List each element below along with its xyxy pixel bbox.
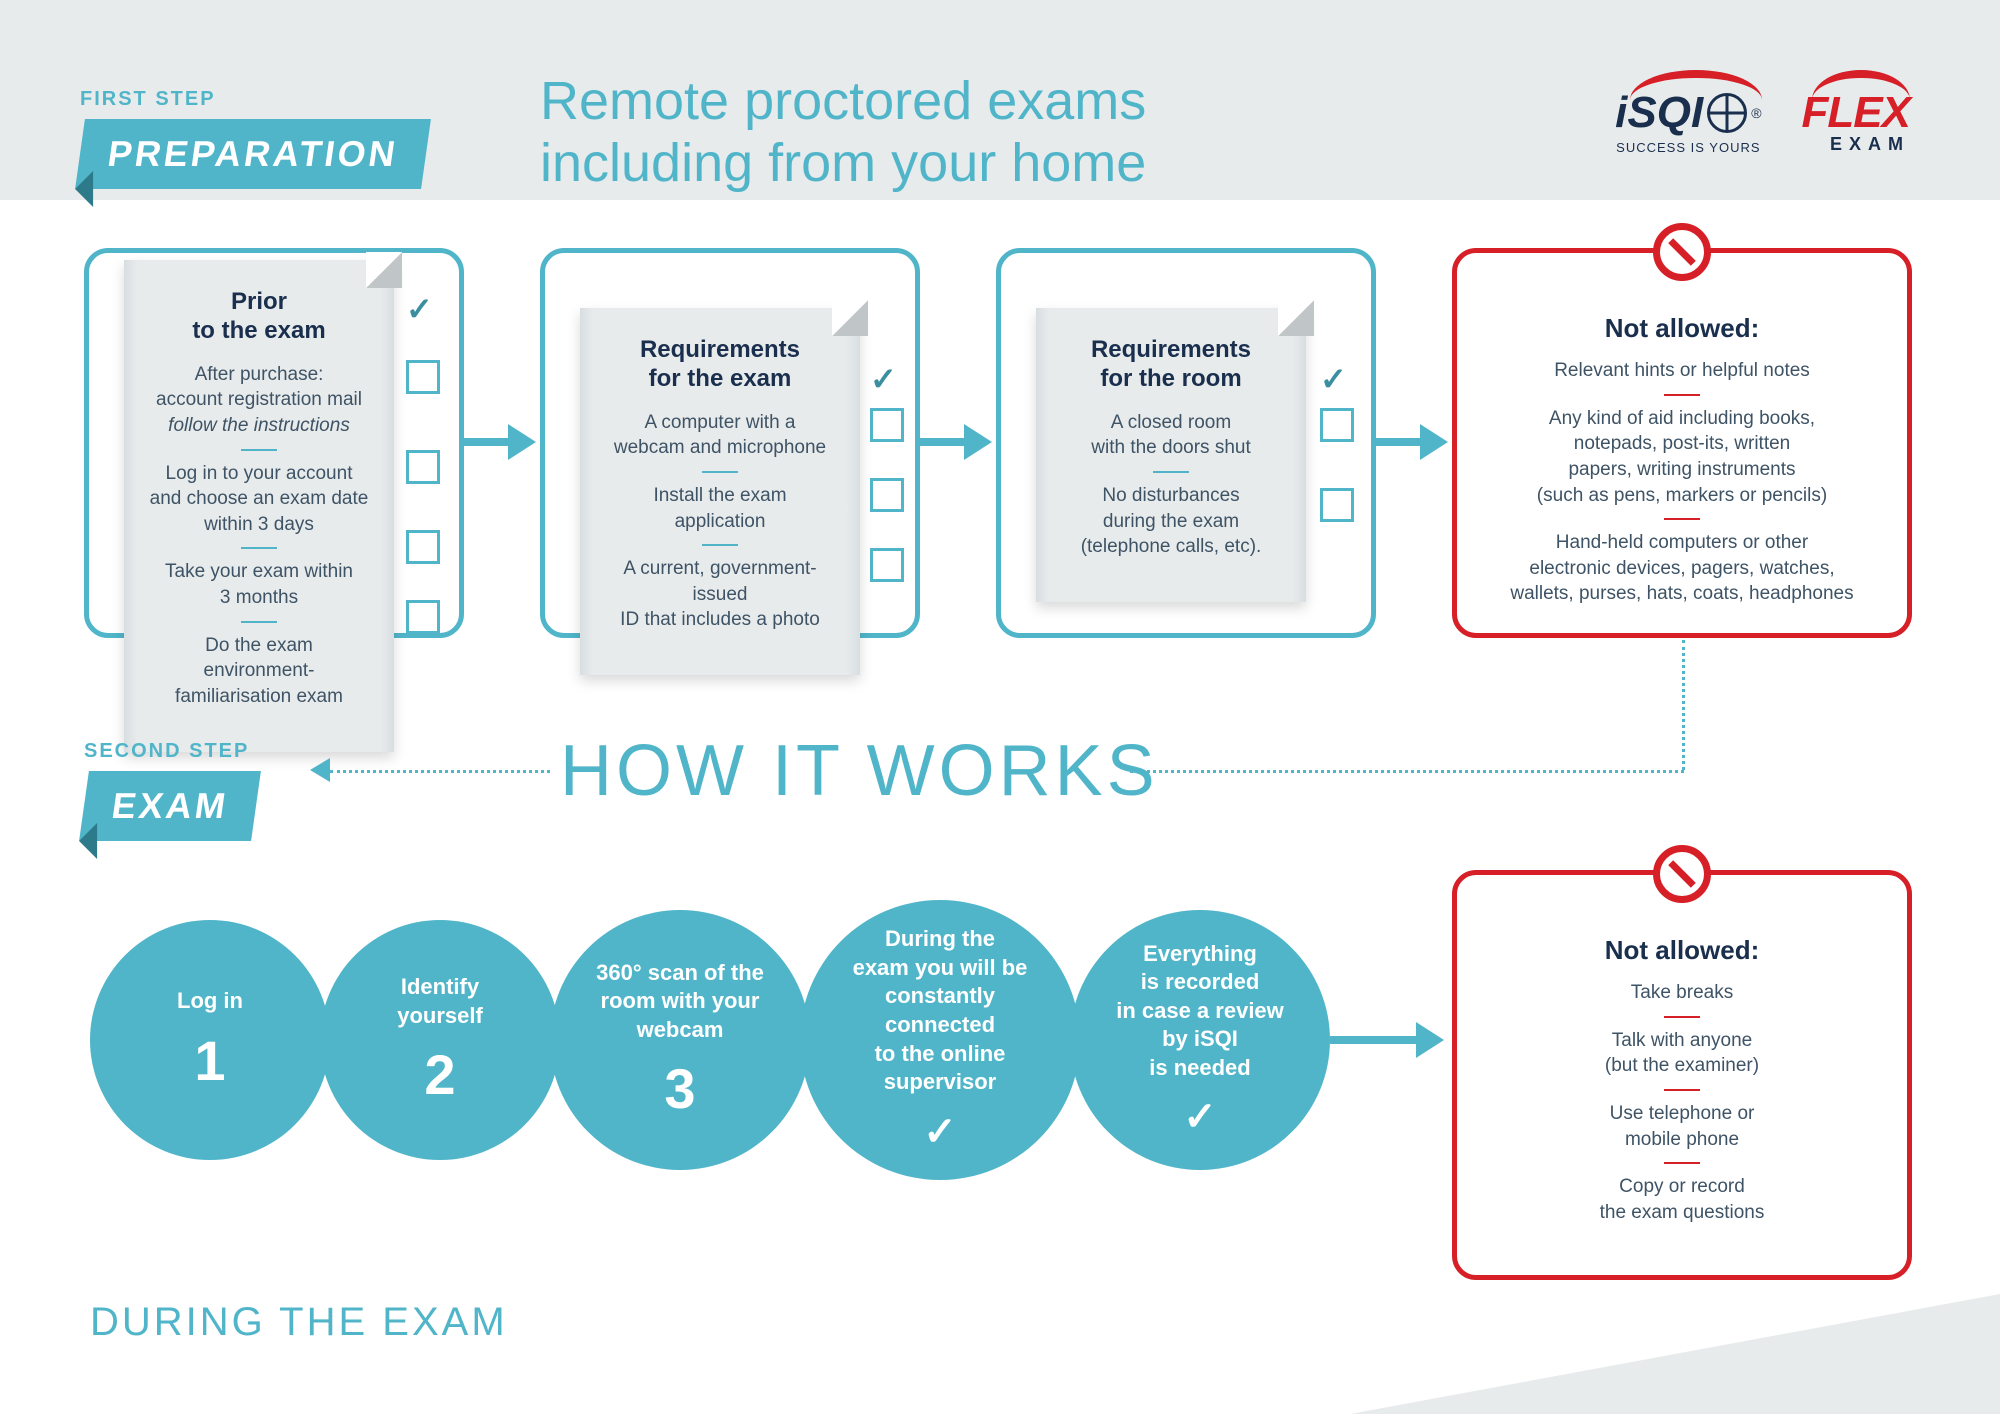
check-icon: ✓ (1183, 1094, 1217, 1140)
na2-p4: Copy or recordthe exam questions (1489, 1174, 1875, 1225)
divider (702, 544, 738, 546)
check-icon: ✓ (1320, 360, 1347, 398)
step-circle-2: Identifyyourself 2 (320, 920, 560, 1160)
card1-p2: Log in to your accountand choose an exam… (148, 461, 370, 538)
dotted-connector (1130, 770, 1684, 773)
na2-p1: Take breaks (1489, 980, 1875, 1006)
check-icon: ✓ (923, 1109, 957, 1155)
arrow-connector (464, 438, 512, 446)
prohibit-icon (1653, 223, 1711, 281)
card2-p2: Install the examapplication (604, 483, 836, 534)
ribbon-sup: FIRST STEP (80, 88, 426, 111)
c4-text: During theexam you will beconstantly con… (830, 925, 1050, 1097)
during-label: DURING THE EXAM (90, 1300, 508, 1345)
card-prior: Priorto the exam After purchase:account … (124, 260, 394, 752)
card-req-exam: Requirementsfor the exam A computer with… (580, 308, 860, 675)
card1-p1: After purchase:account registration mail… (148, 362, 370, 439)
ribbon-main: EXAM (79, 771, 261, 841)
checkbox (406, 600, 440, 634)
c3-text: 360° scan of theroom with yourwebcam (596, 959, 764, 1045)
card2-p1: A computer with awebcam and microphone (604, 410, 836, 461)
na2-p2: Talk with anyone(but the examiner) (1489, 1028, 1875, 1079)
na1-p2: Any kind of aid including books,notepads… (1489, 406, 1875, 509)
ribbon-main: PREPARATION (75, 119, 431, 189)
title-line-1: Remote proctored exams (540, 71, 1146, 131)
divider (241, 449, 277, 451)
step-circle-5: Everythingis recordedin case a reviewby … (1070, 910, 1330, 1170)
na1-p3: Hand-held computers or otherelectronic d… (1489, 530, 1875, 607)
checkbox (870, 548, 904, 582)
c1-text: Log in (177, 987, 243, 1016)
dotted-connector (1682, 640, 1685, 770)
card2-title: Requirementsfor the exam (604, 336, 836, 394)
checkbox (406, 530, 440, 564)
card2-p3: A current, government-issuedID that incl… (604, 556, 836, 633)
arrow-connector (920, 438, 968, 446)
step-circle-4: During theexam you will beconstantly con… (800, 900, 1080, 1180)
not-allowed-box-1: Not allowed: Relevant hints or helpful n… (1452, 248, 1912, 638)
dotted-connector (330, 770, 550, 773)
card1-p3: Take your exam within3 months (148, 559, 370, 610)
arrow-icon (964, 424, 992, 460)
c3-num: 3 (664, 1056, 695, 1121)
checkbox (870, 478, 904, 512)
card3-title: Requirementsfor the room (1060, 336, 1282, 394)
divider (1664, 1016, 1700, 1018)
title-line-2: including from your home (540, 133, 1146, 193)
how-title: HOW IT WORKS (560, 730, 1159, 812)
divider (1664, 1089, 1700, 1091)
divider (1664, 1162, 1700, 1164)
globe-icon (1707, 93, 1747, 133)
divider (241, 621, 277, 623)
divider (1664, 518, 1700, 520)
card1-p4: Do the exam environment-familiarisation … (148, 633, 370, 710)
na1-title: Not allowed: (1489, 313, 1875, 344)
isqi-logo: iSQI ® SUCCESS IS YOURS (1615, 70, 1761, 155)
flex-logo: FLEX EXAM (1802, 70, 1910, 155)
check-icon: ✓ (870, 360, 897, 398)
divider (1153, 471, 1189, 473)
card1-title: Priorto the exam (148, 288, 370, 346)
card3-p2: No disturbancesduring the exam(telephone… (1060, 483, 1282, 560)
divider (241, 547, 277, 549)
swoosh-icon (1615, 70, 1761, 94)
na2-p3: Use telephone ormobile phone (1489, 1101, 1875, 1152)
step-circle-1: Log in 1 (90, 920, 330, 1160)
c2-text: Identifyyourself (397, 973, 483, 1030)
checkbox (1320, 408, 1354, 442)
checkbox (406, 450, 440, 484)
divider (702, 471, 738, 473)
not-allowed-box-2: Not allowed: Take breaks Talk with anyon… (1452, 870, 1912, 1280)
ribbon-exam: SECOND STEP EXAM (84, 740, 256, 841)
ribbon-preparation: FIRST STEP PREPARATION (80, 88, 426, 189)
c1-num: 1 (194, 1028, 225, 1093)
c5-text: Everythingis recordedin case a reviewby … (1116, 940, 1284, 1083)
arrow-icon (508, 424, 536, 460)
prohibit-icon (1653, 845, 1711, 903)
arrow-connector (1376, 438, 1424, 446)
divider (1664, 394, 1700, 396)
checkbox (870, 408, 904, 442)
arrow-icon (1420, 424, 1448, 460)
ribbon-sup: SECOND STEP (84, 740, 256, 763)
card-req-room: Requirementsfor the room A closed roomwi… (1036, 308, 1306, 602)
c2-num: 2 (424, 1042, 455, 1107)
main-title: Remote proctored exams including from yo… (540, 70, 1146, 194)
arrow-connector (1330, 1036, 1420, 1044)
na1-p1: Relevant hints or helpful notes (1489, 358, 1875, 384)
checkbox (406, 360, 440, 394)
na2-title: Not allowed: (1489, 935, 1875, 966)
check-icon: ✓ (406, 290, 433, 328)
arrow-dotted-icon (310, 758, 330, 782)
checkbox (1320, 488, 1354, 522)
swoosh-icon (1802, 70, 1910, 94)
card3-p1: A closed roomwith the doors shut (1060, 410, 1282, 461)
step-circle-3: 360° scan of theroom with yourwebcam 3 (550, 910, 810, 1170)
logo-area: iSQI ® SUCCESS IS YOURS FLEX EXAM (1615, 70, 1910, 155)
isqi-tagline: SUCCESS IS YOURS (1615, 140, 1761, 155)
registered-mark: ® (1751, 105, 1761, 121)
decorative-triangle (1350, 1294, 2000, 1414)
arrow-icon (1416, 1022, 1444, 1058)
